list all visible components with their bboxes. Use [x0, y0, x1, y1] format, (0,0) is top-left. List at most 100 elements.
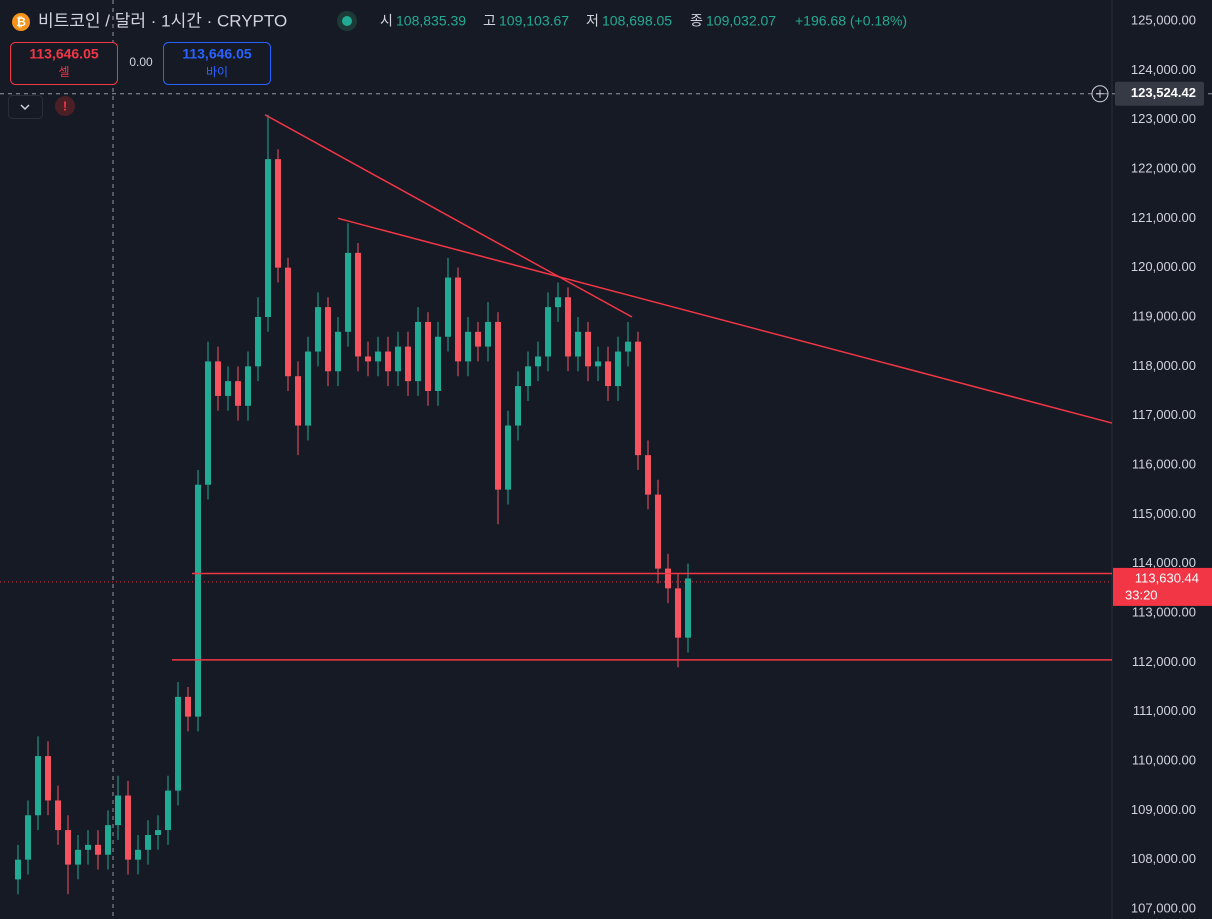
- candle-body: [585, 331, 591, 367]
- candle-body: [505, 425, 511, 490]
- y-tick-label: 112,000.00: [1132, 654, 1196, 669]
- candle-body: [115, 795, 121, 826]
- candle-body: [675, 588, 681, 638]
- trendline: [337, 217, 1113, 424]
- candle-body: [255, 317, 261, 367]
- candle-body: [175, 696, 181, 791]
- crosshair-label: 123,524.42: [1131, 85, 1196, 100]
- candle-body: [435, 336, 441, 391]
- y-tick-label: 107,000.00: [1131, 900, 1196, 915]
- ohlc-value: 109,032.07: [706, 13, 776, 29]
- y-tick-label: 115,000.00: [1132, 506, 1196, 521]
- candle-body: [325, 307, 331, 372]
- price-axis: 107,000.00 108,000.00 109,000.00 110,000.00…: [1091, 12, 1212, 915]
- candle-body: [165, 790, 171, 831]
- candle-body: [45, 756, 51, 801]
- y-tick-label: 118,000.00: [1132, 358, 1196, 373]
- candle-body: [65, 830, 71, 865]
- ohlc: 시 108,835.39 고 109,103.67 저 108,698.05 종 109,03…: [380, 13, 776, 29]
- y-tick-label: 110,000.00: [1132, 752, 1196, 767]
- candle-body: [265, 159, 271, 317]
- candle-body: [355, 252, 361, 357]
- candle-body: [635, 341, 641, 456]
- candle-body: [545, 307, 551, 357]
- alert-icon[interactable]: [55, 96, 75, 116]
- candle-body: [155, 830, 161, 835]
- ohlc-label: 저: [586, 13, 599, 29]
- candle-body: [135, 849, 141, 860]
- candle-body: [195, 484, 201, 717]
- candle-body: [345, 252, 351, 332]
- candle-body: [275, 159, 281, 268]
- candle-body: [335, 331, 341, 372]
- candle-body: [605, 361, 611, 387]
- candle-body: [125, 795, 131, 860]
- ohlc-label: 시: [380, 13, 393, 29]
- sell-button[interactable]: [10, 42, 118, 85]
- candle-body: [315, 307, 321, 352]
- crosshair-label-bg: [1115, 81, 1204, 106]
- symbol: 비트코인 / 달러 · 1시간 · CRYPTO: [38, 11, 287, 30]
- y-tick-label: 108,000.00: [1131, 851, 1196, 866]
- candle-body: [385, 351, 391, 372]
- ohlc-label: 고: [483, 13, 496, 29]
- candle-body: [365, 356, 371, 362]
- bitcoin-icon: [12, 13, 30, 31]
- last-price-badge: [1113, 567, 1212, 606]
- alert-glyph: !: [63, 98, 67, 113]
- y-tick-label: 120,000.00: [1131, 259, 1196, 274]
- candle-body: [225, 381, 231, 396]
- candle-body: [295, 376, 301, 426]
- y-tick-label: 109,000.00: [1131, 802, 1196, 817]
- candle-body: [665, 568, 671, 589]
- candle-body: [615, 351, 621, 387]
- candle-body: [555, 297, 561, 308]
- buy-label: 바이: [206, 65, 228, 79]
- status-dot: [342, 16, 352, 26]
- candle-body: [285, 267, 291, 377]
- candle-body: [595, 361, 601, 367]
- y-tick-label: 121,000.00: [1131, 210, 1196, 225]
- candle-body: [655, 494, 661, 569]
- y-tick-label: 123,000.00: [1131, 111, 1196, 126]
- candle-body: [425, 321, 431, 391]
- sell-label: 셀: [58, 65, 69, 79]
- candle-body: [185, 696, 191, 717]
- y-tick-label: 116,000.00: [1132, 456, 1196, 471]
- candle-body: [55, 800, 61, 831]
- candle-body: [375, 351, 381, 362]
- countdown: 33:20: [1125, 587, 1158, 602]
- buy-price: 113,646.05: [182, 46, 252, 62]
- candle-body: [575, 331, 581, 357]
- candle-body: [535, 356, 541, 367]
- candle-body: [145, 835, 151, 850]
- candle-body: [475, 331, 481, 347]
- ohlc-value: 108,698.05: [602, 13, 672, 29]
- candle-body: [215, 361, 221, 396]
- candle-body: [85, 844, 91, 850]
- y-tick-label: 113,000.00: [1132, 604, 1196, 619]
- candle-body: [35, 756, 41, 816]
- add-alert-button[interactable]: [1091, 85, 1109, 103]
- change: +196.68 (+0.18%): [795, 13, 907, 29]
- chevron-icon: [20, 104, 30, 111]
- candle-body: [235, 381, 241, 406]
- y-tick-label: 117,000.00: [1132, 407, 1196, 422]
- candle-body: [525, 366, 531, 387]
- candle-body: [205, 361, 211, 485]
- candle-body: [465, 331, 471, 362]
- candle-body: [515, 386, 521, 426]
- ohlc-label: 종: [690, 13, 703, 29]
- bitcoin-icon-glyph: ₿: [16, 15, 26, 29]
- y-tick-label: 119,000.00: [1132, 308, 1196, 323]
- candle-body: [495, 321, 501, 490]
- ohlc-value: 108,835.39: [396, 13, 466, 29]
- y-tick-label: 122,000.00: [1131, 160, 1196, 175]
- buy-button[interactable]: [163, 42, 271, 85]
- candle-body: [455, 277, 461, 362]
- collapse-button[interactable]: [8, 95, 43, 119]
